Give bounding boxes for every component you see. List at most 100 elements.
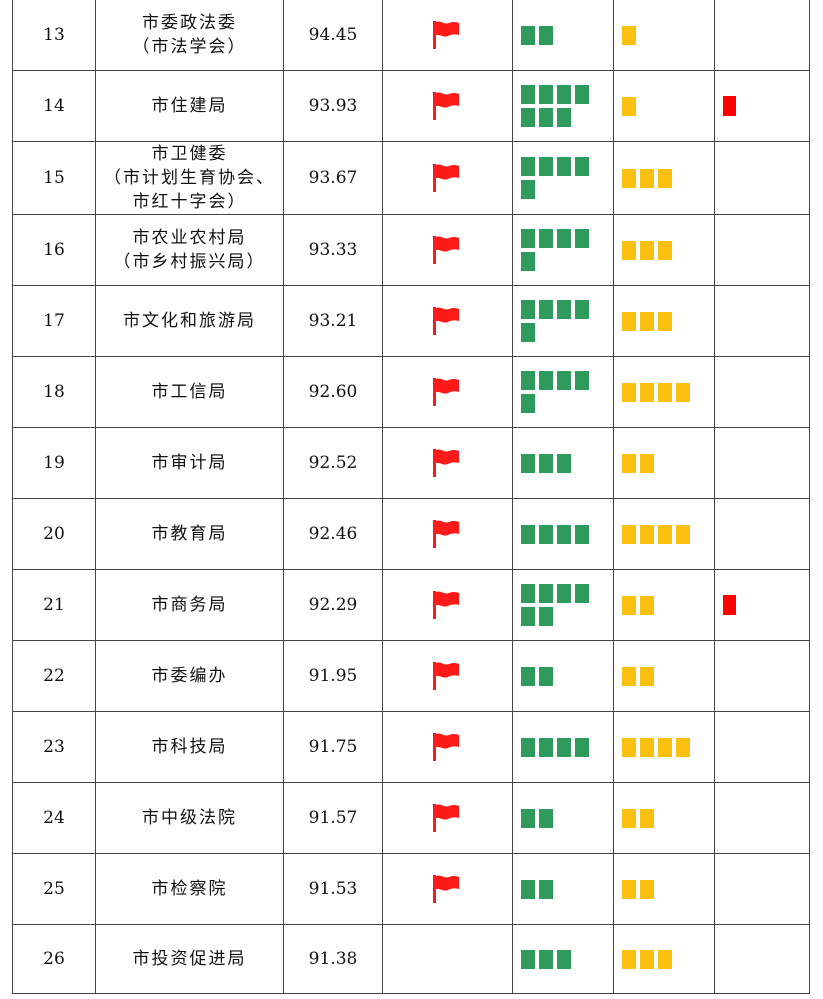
yellow-block (640, 737, 654, 757)
department-cell: 市投资促进局 (95, 924, 284, 994)
yellow-block (622, 240, 636, 260)
yellow-block (676, 737, 690, 757)
yellow-block (640, 949, 654, 969)
green-block (539, 879, 553, 899)
green-block (539, 666, 553, 686)
green-block (521, 85, 535, 104)
green-blocks-cell (512, 70, 614, 142)
green-block (575, 524, 589, 544)
department-name-line: 市住建局 (151, 96, 228, 116)
green-blocks (521, 584, 593, 626)
green-block (521, 584, 535, 603)
green-block (521, 879, 535, 899)
green-blocks (521, 85, 593, 127)
red-flag-icon (433, 21, 459, 49)
department-cell: 市文化和旅游局 (95, 285, 284, 357)
yellow-blocks (622, 524, 694, 544)
green-block (539, 85, 553, 104)
department-cell: 市卫健委 （市计划生育协会、 市红十字会） (95, 141, 284, 215)
score-cell: 93.93 (283, 70, 383, 142)
score-value: 92.46 (308, 524, 358, 544)
red-block-cell (714, 924, 810, 994)
red-block (723, 96, 736, 116)
rank-value: 17 (43, 311, 65, 331)
score-value: 92.60 (308, 382, 358, 402)
rank-value: 18 (43, 382, 65, 402)
department-name-line: 市农业农村局 (132, 228, 247, 248)
green-blocks (521, 524, 593, 544)
red-flag-icon (433, 307, 459, 335)
rank-value: 15 (43, 168, 65, 188)
rank-value: 26 (43, 949, 65, 969)
green-blocks (521, 371, 593, 413)
score-value: 92.52 (308, 453, 358, 473)
red-block-cell (714, 356, 810, 428)
green-block (521, 157, 535, 176)
flag-cell (382, 285, 513, 357)
red-block-cell (714, 640, 810, 712)
score-value: 91.57 (308, 808, 358, 828)
yellow-block (640, 240, 654, 260)
yellow-block (640, 666, 654, 686)
department-name-line: 市商务局 (151, 595, 228, 615)
flag-cell (382, 569, 513, 641)
red-flag-icon (433, 662, 459, 690)
yellow-block (658, 524, 672, 544)
yellow-block (622, 311, 636, 331)
yellow-block (622, 96, 636, 116)
yellow-blocks (622, 666, 694, 686)
rank-value: 22 (43, 666, 65, 686)
green-blocks (521, 949, 593, 969)
green-block (521, 25, 535, 45)
green-block (539, 371, 553, 390)
yellow-block (640, 524, 654, 544)
red-block-cell (714, 427, 810, 499)
yellow-blocks-cell (613, 214, 715, 286)
green-blocks (521, 157, 593, 199)
green-block (539, 808, 553, 828)
rank-cell: 13 (12, 0, 96, 71)
green-block (521, 371, 535, 390)
green-blocks-cell (512, 285, 614, 357)
green-block (521, 229, 535, 248)
red-block-cell (714, 853, 810, 925)
rank-value: 19 (43, 453, 65, 473)
rank-cell: 23 (12, 711, 96, 783)
yellow-block (622, 524, 636, 544)
department-cell: 市商务局 (95, 569, 284, 641)
rank-cell: 15 (12, 141, 96, 215)
score-cell: 92.60 (283, 356, 383, 428)
yellow-block (640, 808, 654, 828)
green-block (557, 584, 571, 603)
department-name-line: 市科技局 (151, 737, 228, 757)
rank-value: 20 (43, 524, 65, 544)
green-block (557, 300, 571, 319)
green-blocks (521, 25, 593, 45)
green-blocks-cell (512, 427, 614, 499)
green-blocks-cell (512, 853, 614, 925)
rank-cell: 18 (12, 356, 96, 428)
rank-value: 16 (43, 240, 65, 260)
yellow-block (622, 808, 636, 828)
green-blocks-cell (512, 924, 614, 994)
yellow-block (622, 168, 636, 188)
department-name-line: （市法学会） (132, 37, 247, 57)
green-blocks (521, 808, 593, 828)
score-cell: 91.53 (283, 853, 383, 925)
red-flag-icon (433, 804, 459, 832)
red-block-cell (714, 141, 810, 215)
department-cell: 市工信局 (95, 356, 284, 428)
red-block-cell (714, 0, 810, 71)
green-blocks-cell (512, 214, 614, 286)
flag-cell (382, 640, 513, 712)
red-block-cell (714, 569, 810, 641)
flag-cell (382, 924, 513, 994)
green-block (539, 229, 553, 248)
rank-cell: 16 (12, 214, 96, 286)
green-block (539, 737, 553, 757)
flag-cell (382, 356, 513, 428)
yellow-block (676, 382, 690, 402)
department-name-line: 市检察院 (151, 879, 228, 899)
rank-cell: 25 (12, 853, 96, 925)
score-cell: 91.75 (283, 711, 383, 783)
